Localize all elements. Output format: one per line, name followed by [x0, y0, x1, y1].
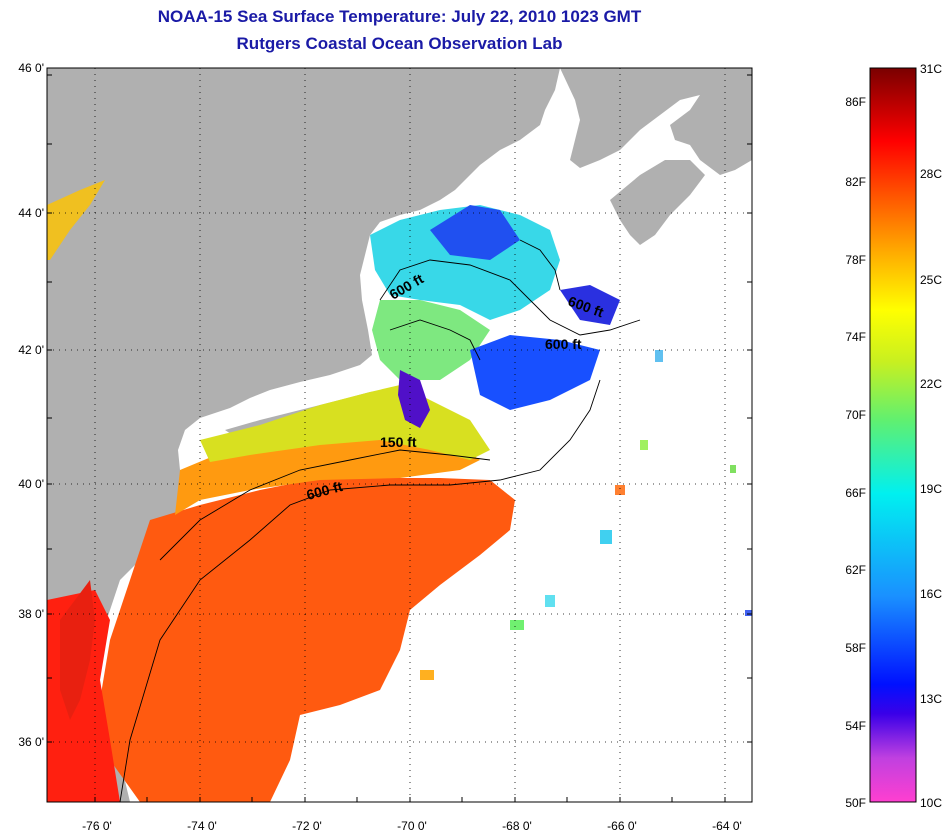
sst-cold-north [430, 205, 520, 260]
cbar-f-74: 74F [845, 330, 866, 344]
map-subtitle: Rutgers Coastal Ocean Observation Lab [236, 34, 563, 53]
sst-chesapeake [60, 580, 95, 720]
lon-label-72: -72 0' [292, 819, 322, 833]
lon-label-70: -70 0' [397, 819, 427, 833]
cbar-f-50: 50F [845, 796, 866, 810]
land-mainland [47, 68, 560, 802]
sst-cold-nantucket [398, 370, 430, 428]
land-nova-scotia [610, 160, 705, 245]
lon-label-66: -66 0' [607, 819, 637, 833]
isobath-contours [119, 239, 641, 803]
cbar-c-13: 13C [920, 692, 942, 706]
lat-label-36: 36 0' [18, 735, 44, 749]
sst-cold-east [560, 285, 620, 325]
map-gridlines [47, 68, 752, 802]
map-frame [46, 67, 753, 803]
sst-cool-green [372, 300, 490, 380]
colorbar [869, 67, 917, 803]
cbar-f-54: 54F [845, 719, 866, 733]
latitude-labels: 46 0' 44 0' 42 0' 40 0' 38 0' 36 0' [18, 61, 44, 749]
lat-label-42: 42 0' [18, 343, 44, 357]
cbar-c-16: 16C [920, 587, 942, 601]
cbar-c-19: 19C [920, 482, 942, 496]
cbar-f-78: 78F [845, 253, 866, 267]
contour-label-600ft-3: 600 ft [545, 336, 582, 352]
lat-label-40: 40 0' [18, 477, 44, 491]
lat-label-38: 38 0' [18, 607, 44, 621]
lon-label-68: -68 0' [502, 819, 532, 833]
lon-label-64: -64 0' [712, 819, 742, 833]
sst-map [47, 68, 752, 802]
sst-scattered-pixels [420, 350, 752, 680]
cbar-f-58: 58F [845, 641, 866, 655]
longitude-labels: -76 0' -74 0' -72 0' -70 0' -68 0' -66 0… [82, 819, 742, 833]
colorbar-fahrenheit-labels: 86F 82F 78F 74F 70F 66F 62F 58F 54F 50F [845, 95, 866, 810]
map-ticks [47, 74, 752, 802]
cbar-c-25: 25C [920, 273, 942, 287]
cbar-f-62: 62F [845, 563, 866, 577]
cbar-f-70: 70F [845, 408, 866, 422]
cbar-c-10: 10C [920, 796, 942, 810]
lat-label-44: 44 0' [18, 206, 44, 220]
colorbar-celsius-labels: 31C 28C 25C 22C 19C 16C 13C 10C [920, 62, 942, 810]
sst-cold-georges [470, 335, 600, 410]
land-maritimes [560, 68, 752, 175]
cbar-c-31: 31C [920, 62, 942, 76]
lat-label-46: 46 0' [18, 61, 44, 75]
cbar-f-82: 82F [845, 175, 866, 189]
lon-label-74: -74 0' [187, 819, 217, 833]
sst-warm-region [100, 478, 515, 802]
cbar-c-28: 28C [920, 167, 942, 181]
cbar-f-66: 66F [845, 486, 866, 500]
sst-lake-patch [47, 180, 105, 260]
lon-label-76: -76 0' [82, 819, 112, 833]
contour-label-150ft: 150 ft [380, 434, 417, 450]
map-title: NOAA-15 Sea Surface Temperature: July 22… [157, 7, 642, 26]
cbar-f-86: 86F [845, 95, 866, 109]
cbar-c-22: 22C [920, 377, 942, 391]
